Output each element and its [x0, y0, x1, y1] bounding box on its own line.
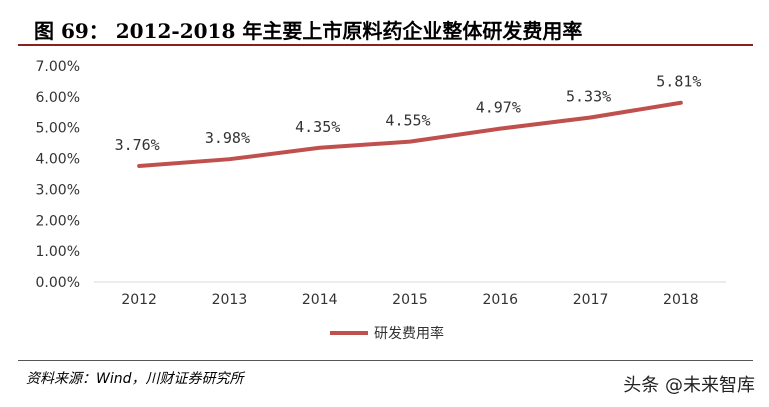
- data-label: 4.35%: [295, 118, 340, 136]
- y-tick-label: 0.00%: [36, 275, 80, 291]
- title-bar: 图 69： 2012-2018 年主要上市原料药企业整体研发费用率: [18, 10, 753, 46]
- data-label: 4.55%: [385, 112, 430, 130]
- chart-title: 图 69： 2012-2018 年主要上市原料药企业整体研发费用率: [34, 19, 583, 43]
- source-note: 资料来源：Wind，川财证券研究所: [26, 371, 244, 387]
- y-tick-label: 6.00%: [36, 90, 80, 106]
- y-tick-label: 4.00%: [36, 152, 80, 168]
- legend: 研发费用率: [330, 325, 444, 342]
- data-label: 5.33%: [566, 88, 611, 106]
- y-tick-label: 2.00%: [36, 213, 80, 229]
- x-tick-label: 2015: [392, 292, 428, 308]
- y-axis-labels: 0.00% 1.00% 2.00% 3.00% 4.00% 5.00% 6.00% 7.00%: [36, 59, 80, 291]
- x-tick-label: 2013: [212, 292, 248, 308]
- x-tick-label: 2014: [302, 292, 338, 308]
- y-tick-label: 1.00%: [36, 244, 80, 260]
- x-tick-label: 2017: [573, 292, 609, 308]
- y-tick-label: 7.00%: [36, 59, 80, 75]
- data-label: 3.76%: [115, 136, 160, 154]
- x-tick-label: 2016: [482, 292, 518, 308]
- y-tick-label: 3.00%: [36, 182, 80, 198]
- series-line: [137, 100, 683, 168]
- footer-divider: [18, 360, 753, 361]
- line-chart: 0.00% 1.00% 2.00% 3.00% 4.00% 5.00% 6.00% 7.00%…: [36, 59, 726, 342]
- data-label: 4.97%: [476, 99, 521, 117]
- x-tick-label: 2018: [663, 292, 699, 308]
- legend-label: 研发费用率: [374, 325, 444, 342]
- data-label: 5.81%: [656, 73, 701, 91]
- data-labels: 3.76% 3.98% 4.35% 4.55% 4.97% 5.33% 5.81%: [115, 73, 702, 154]
- x-tick-label: 2012: [121, 292, 157, 308]
- watermark: 头条 @未来智库: [623, 375, 755, 396]
- data-label: 3.98%: [205, 129, 250, 147]
- y-tick-label: 5.00%: [36, 121, 80, 137]
- x-axis-labels: 2012 2013 2014 2015 2016 2017 2018: [121, 292, 698, 308]
